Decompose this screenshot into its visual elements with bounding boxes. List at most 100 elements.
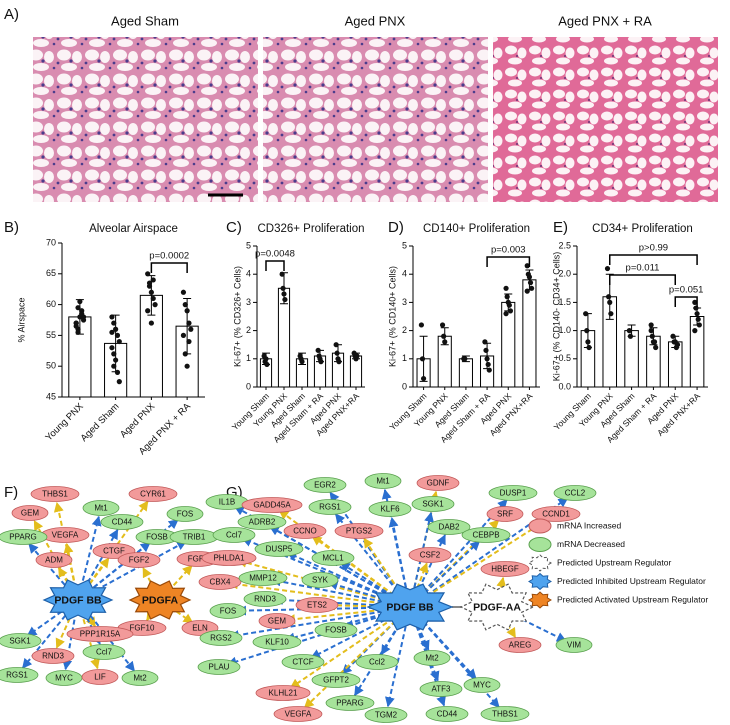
gene-node xyxy=(238,570,288,586)
data-point xyxy=(524,263,530,269)
gene-node xyxy=(237,514,287,530)
gene-node xyxy=(413,650,451,666)
legend-swatch xyxy=(528,554,552,572)
edge xyxy=(416,562,429,589)
data-point xyxy=(180,332,187,338)
gene-node xyxy=(35,552,73,568)
gene-label: ADM xyxy=(45,556,63,565)
edge xyxy=(53,501,75,581)
legend-swatch xyxy=(528,572,552,591)
gene-label: EGR2 xyxy=(314,481,336,490)
data-point xyxy=(152,302,158,308)
gene-label: TRIB1 xyxy=(183,533,206,542)
data-point xyxy=(77,298,83,305)
data-point xyxy=(604,265,611,272)
gene-label: CTGF xyxy=(103,547,125,556)
gene-node xyxy=(486,506,524,522)
gene-label: RND3 xyxy=(254,595,276,604)
gene-label: SYK xyxy=(312,576,329,585)
edge xyxy=(228,609,391,641)
edge xyxy=(385,626,407,708)
data-point xyxy=(315,347,321,353)
edge xyxy=(89,557,110,585)
edge xyxy=(55,617,71,649)
gene-label: IL1B xyxy=(219,498,235,507)
gene-label: RGS2 xyxy=(210,634,232,643)
edge xyxy=(425,497,569,597)
significance-bracket xyxy=(486,256,531,267)
regulator-node xyxy=(128,580,192,620)
gene-node xyxy=(166,506,204,522)
gene-label: GFPT2 xyxy=(323,676,349,685)
gene-node xyxy=(427,519,471,535)
gene-label: CD44 xyxy=(437,710,458,719)
gene-node xyxy=(11,505,49,521)
gene-node xyxy=(241,497,303,513)
gene-label: Ccl7 xyxy=(226,531,243,540)
gene-node xyxy=(281,654,325,670)
gene-node xyxy=(198,574,242,590)
gene-node xyxy=(100,514,144,530)
y-tick-label: 2.5 xyxy=(558,240,571,250)
histology-image xyxy=(263,37,488,202)
gene-node xyxy=(463,677,501,693)
gene-label: VEGFA xyxy=(52,531,79,540)
data-point xyxy=(333,342,339,348)
gene-label: THBS1 xyxy=(492,710,518,719)
edge xyxy=(286,551,393,600)
gene-label: GDNF xyxy=(427,479,450,488)
edge xyxy=(426,517,550,598)
data-point xyxy=(607,299,613,305)
gene-node xyxy=(531,506,581,522)
gene-label: TGM2 xyxy=(375,711,398,720)
y-tick-label: 3 xyxy=(402,297,407,307)
y-tick-label: 5 xyxy=(246,240,251,250)
chart-title: Alveolar Airspace xyxy=(89,223,178,235)
data-point xyxy=(626,328,632,334)
regulator-node xyxy=(42,579,114,621)
data-point xyxy=(150,295,156,302)
gene-node xyxy=(201,550,257,566)
gene-node xyxy=(212,527,256,543)
nodes: EGR2 Mt1 GDNF DUSP1 CCL2 IL1B GADD45A RGS1 SGK1 K… xyxy=(197,473,597,723)
y-tick-label: 4 xyxy=(246,269,251,279)
panel-label: B) xyxy=(4,219,19,236)
gene-node xyxy=(243,591,287,607)
edge xyxy=(284,608,391,625)
edge xyxy=(86,528,119,584)
gene-node xyxy=(364,473,402,489)
y-axis-label: % Airspace xyxy=(16,297,26,342)
gene-node xyxy=(128,486,178,502)
y-tick-label: 1 xyxy=(246,353,251,363)
edge xyxy=(270,576,391,605)
data-point xyxy=(73,323,79,329)
gene-node xyxy=(121,670,159,686)
gene-node xyxy=(209,603,247,619)
chart-title: CD140+ Proliferation xyxy=(423,223,530,235)
gene-node xyxy=(254,541,304,557)
gene-node xyxy=(66,626,134,642)
data-point xyxy=(419,356,426,362)
data-point xyxy=(280,285,286,291)
bar xyxy=(522,279,537,388)
significance-bracket xyxy=(609,254,698,265)
gene-label: CCND1 xyxy=(542,510,570,519)
data-point xyxy=(527,280,534,286)
edge xyxy=(236,557,391,603)
gene-label: RGS1 xyxy=(6,671,28,680)
gene-node xyxy=(311,550,355,566)
gene-label: FGF7 xyxy=(188,555,209,564)
data-point xyxy=(504,294,510,300)
data-point xyxy=(696,322,702,328)
gene-node xyxy=(480,706,530,722)
gene-label: HBEGF xyxy=(491,565,519,574)
data-point xyxy=(80,317,87,323)
data-point xyxy=(606,294,612,300)
panel-label: F) xyxy=(4,484,18,501)
legend-label: Predicted Inhibited Upstream Regulator xyxy=(557,576,706,586)
gene-node xyxy=(555,637,593,653)
legend-swatch xyxy=(528,591,552,609)
annotation: p=0.003 xyxy=(491,245,526,256)
data-point xyxy=(694,311,700,317)
